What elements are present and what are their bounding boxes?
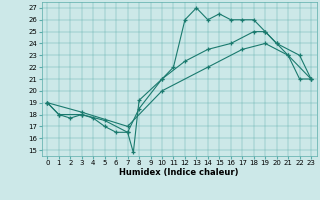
X-axis label: Humidex (Indice chaleur): Humidex (Indice chaleur) — [119, 168, 239, 177]
